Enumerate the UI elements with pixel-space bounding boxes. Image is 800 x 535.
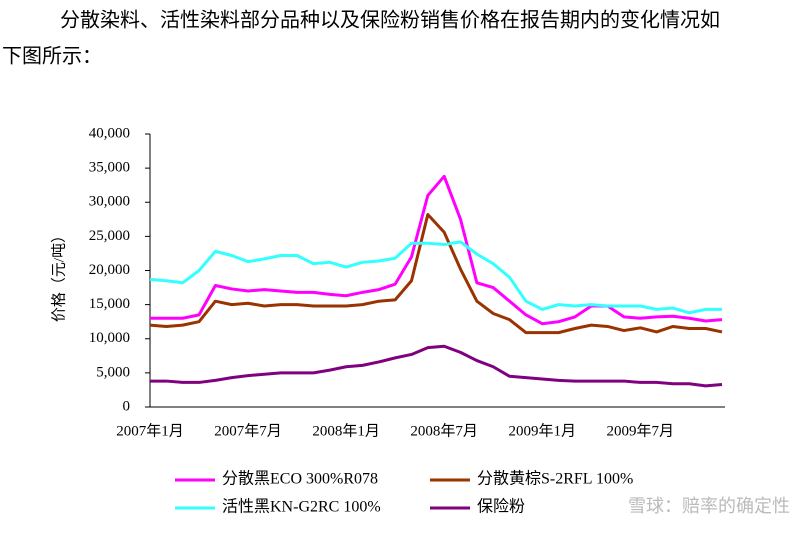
legend-label: 保险粉 bbox=[477, 498, 525, 516]
legend-label: 活性黑KN-G2RC 100% bbox=[222, 498, 381, 516]
y-tick-label: 10,000 bbox=[89, 330, 130, 346]
x-tick-label: 2009年7月 bbox=[607, 422, 675, 439]
legend-label: 分散黑ECO 300%R078 bbox=[222, 470, 378, 488]
x-tick-label: 2009年1月 bbox=[508, 422, 576, 439]
y-tick-label: 35,000 bbox=[89, 160, 130, 176]
x-tick-label: 2007年7月 bbox=[214, 422, 282, 439]
legend-label: 分散黄棕S-2RFL 100% bbox=[477, 470, 633, 488]
y-tick-label: 40,000 bbox=[89, 125, 130, 141]
watermark: 雪球：赔率的确定性 bbox=[628, 496, 790, 516]
y-tick-label: 0 bbox=[123, 398, 131, 414]
y-tick-label: 15,000 bbox=[89, 296, 130, 312]
series-line bbox=[149, 213, 723, 335]
y-tick-label: 30,000 bbox=[89, 194, 130, 210]
x-tick-label: 2007年1月 bbox=[116, 422, 184, 439]
y-axis-label: 价格（元/吨） bbox=[50, 228, 67, 322]
y-tick-label: 20,000 bbox=[89, 262, 130, 278]
y-tick-label: 25,000 bbox=[89, 228, 130, 244]
x-tick-label: 2008年7月 bbox=[410, 422, 478, 439]
intro-line: 下图所示： bbox=[2, 45, 102, 68]
x-tick-label: 2008年1月 bbox=[312, 422, 380, 439]
series-line bbox=[150, 174, 723, 326]
intro-line: 分散染料、活性染料部分品种以及保险粉销售价格在报告期内的变化情况如 bbox=[60, 9, 720, 32]
y-tick-label: 5,000 bbox=[96, 364, 130, 380]
series-line bbox=[149, 240, 722, 315]
series-line bbox=[150, 344, 723, 388]
